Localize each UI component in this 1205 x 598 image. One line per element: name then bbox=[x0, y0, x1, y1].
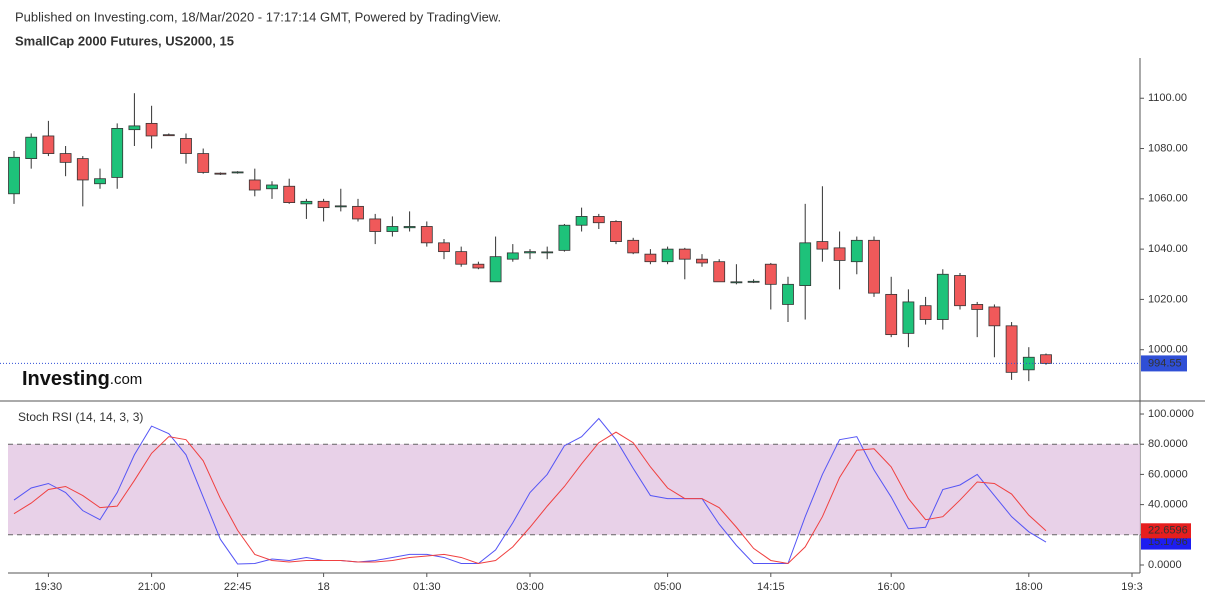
indicator-title: Stoch RSI (14, 14, 3, 3) bbox=[18, 410, 143, 424]
y-tick-label: 1080.00 bbox=[1148, 142, 1188, 154]
candle-body bbox=[59, 153, 72, 163]
y-tick-label: 80.0000 bbox=[1148, 438, 1188, 450]
candle-body bbox=[850, 239, 863, 263]
last-price-box bbox=[1141, 355, 1187, 372]
x-tick-label: 01:30 bbox=[413, 581, 441, 593]
x-tick-label: 21:00 bbox=[138, 581, 166, 593]
candle-body bbox=[678, 248, 691, 260]
candle-body bbox=[8, 156, 20, 195]
candle-body bbox=[266, 184, 278, 190]
last-price-label: 994.55 bbox=[1148, 357, 1182, 369]
candle-body bbox=[162, 134, 175, 137]
candle-body bbox=[558, 224, 571, 251]
candle-body bbox=[506, 252, 519, 260]
candle-body bbox=[816, 241, 829, 250]
candle-body bbox=[352, 205, 364, 220]
candle-body bbox=[438, 242, 450, 253]
candle-body bbox=[782, 283, 794, 305]
candle-body bbox=[713, 261, 726, 283]
candle-body bbox=[317, 200, 330, 209]
candle-body bbox=[799, 242, 812, 286]
y-tick-label: 40.0000 bbox=[1148, 499, 1188, 511]
candle-body bbox=[369, 218, 382, 232]
candle-body bbox=[283, 185, 296, 203]
candle-body bbox=[111, 128, 124, 178]
candle-body bbox=[248, 179, 261, 191]
candle-body bbox=[25, 136, 38, 159]
candle-body bbox=[954, 275, 966, 307]
chart-title: SmallCap 2000 Futures, US2000, 15 bbox=[15, 33, 234, 48]
last-value-label: 22.6596 bbox=[1148, 525, 1188, 537]
candle-body bbox=[42, 135, 55, 154]
candle-body bbox=[197, 153, 210, 173]
candle-body bbox=[575, 216, 588, 226]
y-tick-label: 0.0000 bbox=[1148, 559, 1182, 571]
y-tick-label: 1040.00 bbox=[1148, 243, 1188, 255]
x-tick-label: 18 bbox=[317, 581, 329, 593]
published-note: Published on Investing.com, 18/Mar/2020 … bbox=[15, 9, 501, 24]
candle-body bbox=[730, 281, 743, 284]
candle-body bbox=[94, 178, 106, 185]
x-tick-label: 03:00 bbox=[516, 581, 544, 593]
candle-body bbox=[1005, 325, 1018, 373]
candle-body bbox=[661, 248, 674, 263]
candle-body bbox=[936, 273, 949, 320]
x-tick-label: 05:00 bbox=[654, 581, 682, 593]
candle-body bbox=[885, 293, 898, 336]
logo-suffix: .com bbox=[110, 371, 143, 388]
candle-body bbox=[971, 304, 984, 310]
candle-body bbox=[231, 171, 244, 174]
candle-body bbox=[334, 205, 347, 208]
stoch-line bbox=[13, 417, 1047, 565]
y-tick-label: 60.0000 bbox=[1148, 468, 1188, 480]
candle-body bbox=[489, 256, 502, 283]
candle-body bbox=[180, 138, 192, 154]
candle-body bbox=[76, 158, 89, 181]
last-value-box bbox=[1141, 523, 1191, 539]
y-tick-label: 1060.00 bbox=[1148, 193, 1188, 205]
y-tick-label: 100.0000 bbox=[1148, 408, 1194, 420]
candle-body bbox=[214, 172, 227, 175]
candle-body bbox=[868, 239, 880, 294]
candle-body bbox=[592, 216, 605, 224]
candle-body bbox=[386, 226, 399, 232]
x-tick-label: 22:45 bbox=[224, 581, 252, 593]
band-fill bbox=[8, 444, 1140, 535]
candle-body bbox=[919, 305, 932, 320]
candle-body bbox=[747, 280, 760, 283]
candle-body bbox=[764, 263, 777, 285]
y-tick-label: 1000.00 bbox=[1148, 344, 1188, 356]
candle-body bbox=[420, 226, 433, 244]
candle-body bbox=[833, 247, 846, 261]
last-value-label: 15.1796 bbox=[1148, 536, 1188, 548]
candle-body bbox=[455, 251, 468, 265]
y-tick-label: 1020.00 bbox=[1148, 293, 1188, 305]
candle-body bbox=[524, 251, 536, 254]
y-tick-label: 1100.00 bbox=[1148, 92, 1187, 104]
candle-body bbox=[300, 200, 313, 205]
x-tick-label: 14:15 bbox=[757, 581, 785, 593]
candle-body bbox=[128, 125, 141, 131]
candle-body bbox=[145, 122, 158, 137]
candle-body bbox=[541, 251, 554, 254]
candle-body bbox=[988, 306, 1001, 327]
candle-body bbox=[610, 221, 622, 242]
candle-body bbox=[627, 239, 640, 254]
x-tick-label: 19:3 bbox=[1121, 581, 1142, 593]
candle-body bbox=[472, 263, 485, 269]
x-tick-label: 19:30 bbox=[35, 581, 63, 593]
last-value-box bbox=[1141, 534, 1191, 550]
stoch-line bbox=[13, 431, 1047, 565]
candle-body bbox=[696, 258, 708, 264]
x-tick-label: 16:00 bbox=[877, 581, 905, 593]
logo-name: Investing bbox=[22, 368, 110, 390]
candle-body bbox=[902, 301, 915, 334]
candle-body bbox=[403, 226, 416, 229]
logo: Investing.com bbox=[22, 368, 142, 390]
candle-body bbox=[644, 253, 657, 263]
candle-body bbox=[1040, 354, 1052, 364]
x-tick-label: 18:00 bbox=[1015, 581, 1043, 593]
